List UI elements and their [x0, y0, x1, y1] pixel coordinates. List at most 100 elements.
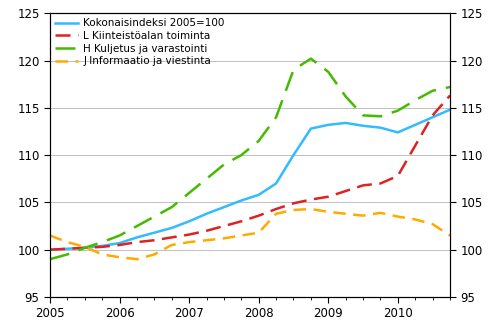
Kokonaisindeksi 2005=100 [99, 244, 105, 248]
L Kiinteistöalan toiminta [412, 144, 418, 148]
Line: L Kiinteistöalan toiminta: L Kiinteistöalan toiminta [50, 95, 450, 250]
L Kiinteistöalan toiminta [360, 183, 366, 187]
J Informaatio ja viestinta [342, 212, 348, 216]
L Kiinteistöalan toiminta [378, 182, 384, 185]
L Kiinteistöalan toiminta [238, 219, 244, 223]
H Kuljetus ja varastointi [116, 234, 122, 238]
Kokonaisindeksi 2005=100 [342, 121, 348, 125]
H Kuljetus ja varastointi [360, 114, 366, 117]
L Kiinteistöalan toiminta [186, 233, 192, 237]
Kokonaisindeksi 2005=100 [395, 130, 401, 134]
Kokonaisindeksi 2005=100 [308, 127, 314, 131]
H Kuljetus ja varastointi [186, 191, 192, 195]
Kokonaisindeksi 2005=100 [360, 124, 366, 128]
J Informaatio ja viestinta [204, 238, 210, 242]
J Informaatio ja viestinta [82, 245, 88, 249]
Kokonaisindeksi 2005=100 [186, 219, 192, 223]
Line: Kokonaisindeksi 2005=100: Kokonaisindeksi 2005=100 [50, 110, 450, 250]
H Kuljetus ja varastointi [342, 94, 348, 98]
H Kuljetus ja varastointi [152, 214, 158, 218]
J Informaatio ja viestinta [186, 240, 192, 244]
H Kuljetus ja varastointi [308, 57, 314, 61]
H Kuljetus ja varastointi [64, 252, 70, 256]
Kokonaisindeksi 2005=100 [82, 246, 88, 250]
J Informaatio ja viestinta [378, 211, 384, 215]
Kokonaisindeksi 2005=100 [238, 199, 244, 203]
L Kiinteistöalan toiminta [47, 248, 53, 252]
L Kiinteistöalan toiminta [326, 195, 332, 199]
H Kuljetus ja varastointi [238, 153, 244, 157]
H Kuljetus ja varastointi [326, 70, 332, 74]
L Kiinteistöalan toiminta [273, 207, 279, 211]
J Informaatio ja viestinta [221, 236, 227, 240]
H Kuljetus ja varastointi [99, 240, 105, 244]
H Kuljetus ja varastointi [430, 89, 436, 93]
Kokonaisindeksi 2005=100 [134, 235, 140, 239]
J Informaatio ja viestinta [308, 207, 314, 211]
L Kiinteistöalan toiminta [430, 114, 436, 117]
Kokonaisindeksi 2005=100 [116, 241, 122, 245]
H Kuljetus ja varastointi [447, 85, 453, 89]
J Informaatio ja viestinta [64, 240, 70, 244]
Kokonaisindeksi 2005=100 [221, 205, 227, 209]
H Kuljetus ja varastointi [168, 205, 174, 209]
L Kiinteistöalan toiminta [64, 247, 70, 251]
J Informaatio ja viestinta [168, 243, 174, 247]
Kokonaisindeksi 2005=100 [430, 115, 436, 119]
Kokonaisindeksi 2005=100 [256, 193, 262, 197]
J Informaatio ja viestinta [290, 208, 296, 212]
J Informaatio ja viestinta [273, 212, 279, 216]
Line: J Informaatio ja viestinta: J Informaatio ja viestinta [50, 209, 450, 259]
H Kuljetus ja varastointi [273, 115, 279, 119]
H Kuljetus ja varastointi [256, 139, 262, 143]
H Kuljetus ja varastointi [412, 98, 418, 102]
Kokonaisindeksi 2005=100 [326, 123, 332, 127]
H Kuljetus ja varastointi [395, 109, 401, 113]
J Informaatio ja viestinta [256, 231, 262, 235]
Kokonaisindeksi 2005=100 [273, 182, 279, 185]
J Informaatio ja viestinta [326, 210, 332, 214]
Kokonaisindeksi 2005=100 [64, 247, 70, 251]
H Kuljetus ja varastointi [378, 114, 384, 118]
L Kiinteistöalan toiminta [82, 246, 88, 250]
Legend: Kokonaisindeksi 2005=100, L Kiinteistöalan toiminta, H Kuljetus ja varastointi, : Kokonaisindeksi 2005=100, L Kiinteistöal… [53, 16, 227, 68]
L Kiinteistöalan toiminta [221, 224, 227, 228]
L Kiinteistöalan toiminta [204, 229, 210, 233]
H Kuljetus ja varastointi [47, 257, 53, 261]
J Informaatio ja viestinta [447, 234, 453, 238]
J Informaatio ja viestinta [152, 252, 158, 256]
Line: H Kuljetus ja varastointi: H Kuljetus ja varastointi [50, 59, 450, 259]
L Kiinteistöalan toiminta [395, 174, 401, 178]
L Kiinteistöalan toiminta [256, 214, 262, 217]
L Kiinteistöalan toiminta [116, 243, 122, 247]
J Informaatio ja viestinta [395, 214, 401, 218]
Kokonaisindeksi 2005=100 [47, 248, 53, 252]
H Kuljetus ja varastointi [82, 246, 88, 250]
Kokonaisindeksi 2005=100 [378, 126, 384, 130]
J Informaatio ja viestinta [99, 252, 105, 256]
J Informaatio ja viestinta [116, 255, 122, 259]
J Informaatio ja viestinta [134, 257, 140, 261]
L Kiinteistöalan toiminta [447, 93, 453, 97]
L Kiinteistöalan toiminta [99, 245, 105, 249]
Kokonaisindeksi 2005=100 [412, 123, 418, 127]
Kokonaisindeksi 2005=100 [168, 226, 174, 230]
L Kiinteistöalan toiminta [290, 201, 296, 205]
L Kiinteistöalan toiminta [168, 235, 174, 239]
Kokonaisindeksi 2005=100 [152, 231, 158, 235]
J Informaatio ja viestinta [430, 222, 436, 226]
L Kiinteistöalan toiminta [134, 240, 140, 244]
Kokonaisindeksi 2005=100 [204, 212, 210, 216]
J Informaatio ja viestinta [360, 214, 366, 217]
H Kuljetus ja varastointi [204, 177, 210, 181]
Kokonaisindeksi 2005=100 [290, 153, 296, 157]
H Kuljetus ja varastointi [134, 224, 140, 228]
L Kiinteistöalan toiminta [152, 238, 158, 242]
H Kuljetus ja varastointi [290, 68, 296, 72]
J Informaatio ja viestinta [47, 234, 53, 238]
L Kiinteistöalan toiminta [308, 198, 314, 202]
L Kiinteistöalan toiminta [342, 189, 348, 193]
H Kuljetus ja varastointi [221, 163, 227, 167]
Kokonaisindeksi 2005=100 [447, 108, 453, 112]
J Informaatio ja viestinta [238, 234, 244, 238]
